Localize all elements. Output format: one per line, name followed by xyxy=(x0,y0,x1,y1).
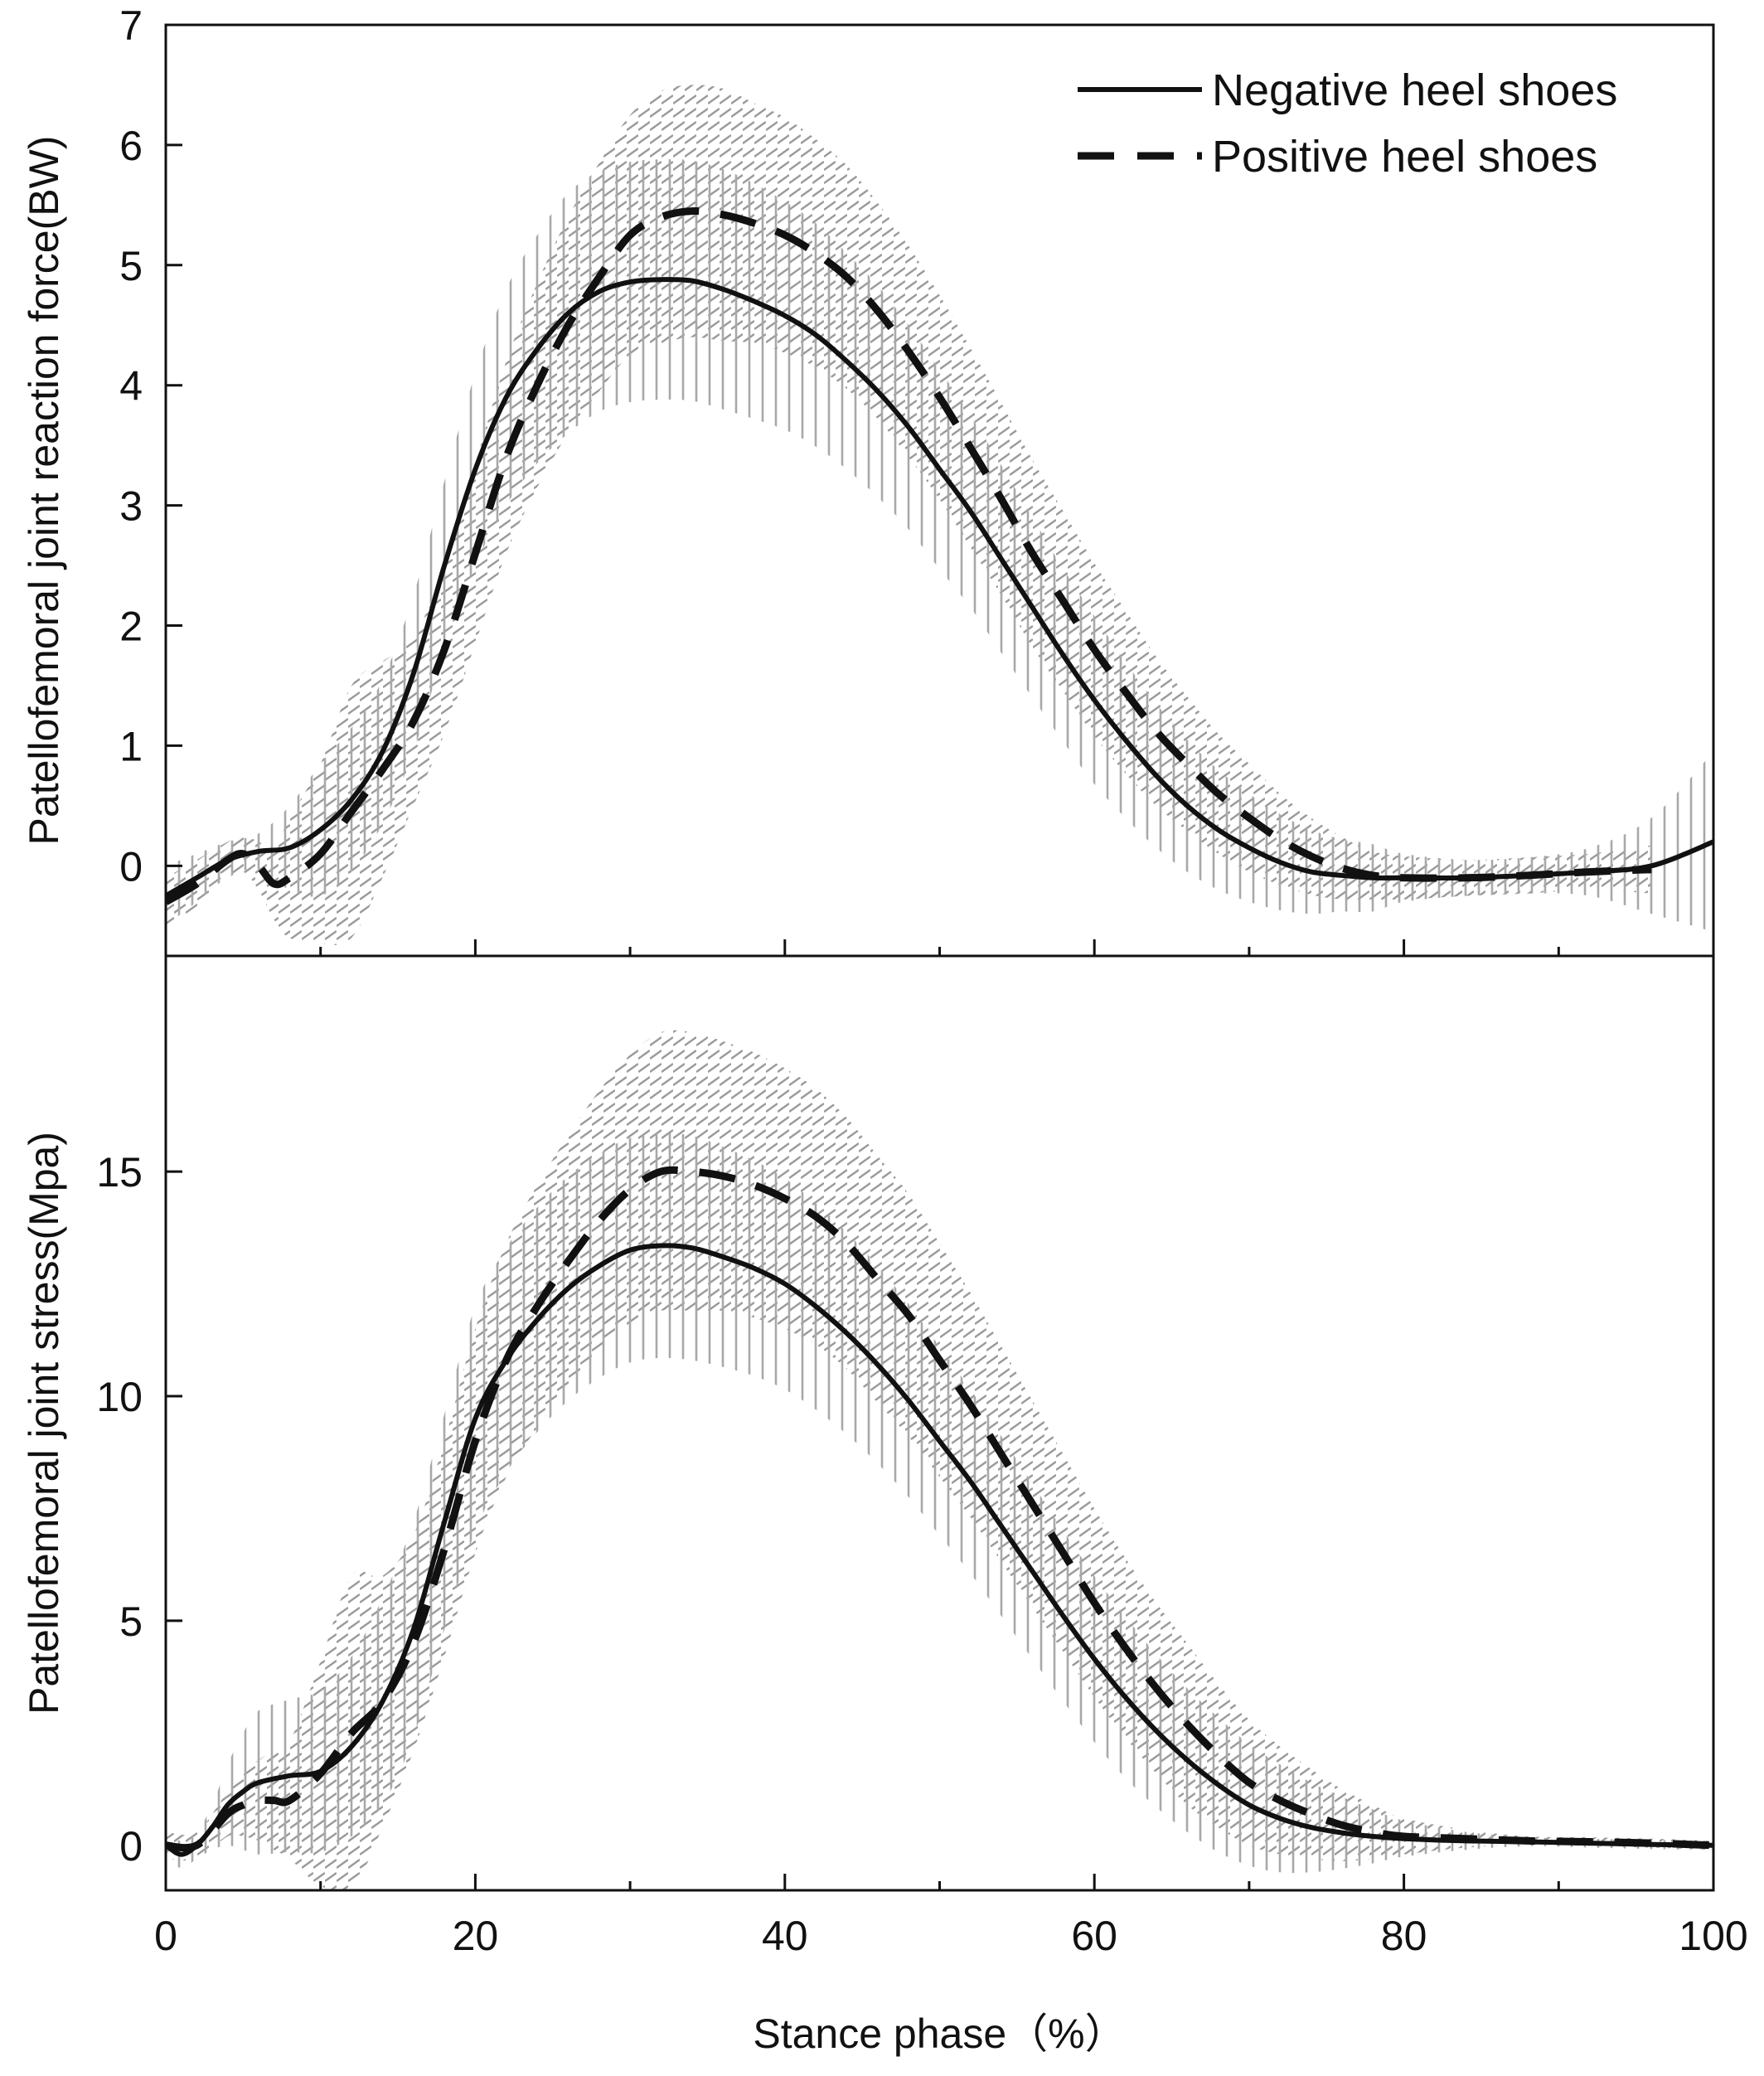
x-axis-title: Stance phase（%） xyxy=(753,2011,1126,2057)
legend-item: Positive heel shoes xyxy=(1078,132,1597,182)
legend-item: Negative heel shoes xyxy=(1078,65,1617,115)
y-tick-label: 2 xyxy=(119,604,143,650)
x-tick-label: 60 xyxy=(1071,1913,1117,1959)
error-bands-layer xyxy=(166,85,1713,1890)
x-tick-label: 40 xyxy=(762,1913,808,1959)
stress-panel-positive-heel-line xyxy=(166,1166,1713,1852)
force-panel-positive-heel-line xyxy=(166,207,1652,905)
force-panel-y-axis-title: Patellofemoral joint reaction force(BW) xyxy=(21,136,67,846)
x-tick-label: 80 xyxy=(1381,1913,1427,1959)
force-panel-negative-sd-band xyxy=(166,159,1713,932)
legend: Negative heel shoes Positive heel shoes xyxy=(1078,65,1617,182)
axes-layer: 0 1 2 3 4 5 6 7 Patellofemoral joint reaction fo… xyxy=(21,2,1748,1959)
y-tick-label: 0 xyxy=(119,1823,143,1870)
y-tick-label: 0 xyxy=(119,843,143,890)
y-tick-label: 7 xyxy=(119,2,143,49)
y-tick-label: 3 xyxy=(119,483,143,530)
x-tick-label: 0 xyxy=(154,1913,177,1959)
y-tick-label: 1 xyxy=(119,723,143,769)
legend-label: Negative heel shoes xyxy=(1212,65,1617,115)
y-tick-label: 5 xyxy=(119,243,143,289)
force-panel-negative-heel-line xyxy=(166,277,1713,899)
x-tick-label: 20 xyxy=(453,1913,499,1959)
y-tick-label: 15 xyxy=(96,1149,143,1196)
y-tick-label: 10 xyxy=(96,1374,143,1420)
y-tick-label: 6 xyxy=(119,123,143,169)
series-lines-layer xyxy=(166,207,1713,1857)
stress-panel-negative-sd-band xyxy=(166,1133,1713,1874)
y-tick-label: 5 xyxy=(119,1598,143,1645)
stress-panel-y-axis-title: Patellofemoral joint stress(Mpa) xyxy=(21,1132,67,1715)
x-tick-label: 100 xyxy=(1679,1913,1747,1959)
y-tick-label: 4 xyxy=(119,363,143,410)
legend-label: Positive heel shoes xyxy=(1212,132,1597,182)
